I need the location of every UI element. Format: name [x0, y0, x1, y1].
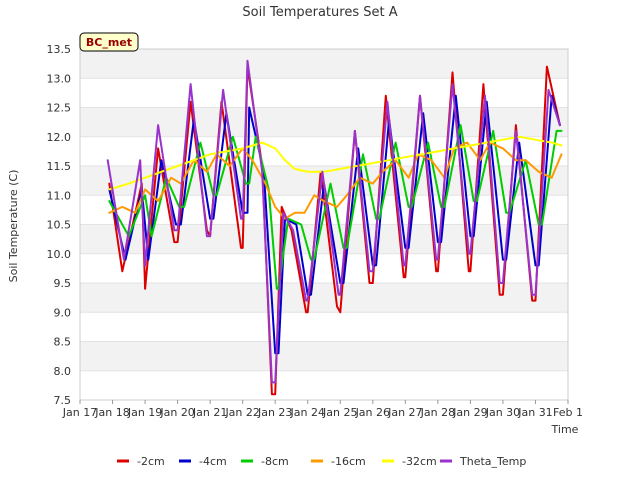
legend-item: Theta_Temp — [440, 455, 526, 468]
series-line-thetatemp — [106, 59, 561, 384]
x-tick-label: Jan 26 — [355, 406, 390, 419]
legend-item: -8cm — [241, 455, 289, 468]
legend-label: -8cm — [261, 455, 289, 468]
x-tick-label: Jan 23 — [257, 406, 292, 419]
x-tick-label: Jan 22 — [224, 406, 259, 419]
grid-band — [80, 283, 568, 313]
y-tick-labels: 7.5 8.0 8.5 9.0 9.5 10.0 10.5 11.0 11.5 12.0 12.5 1… — [47, 43, 72, 407]
series-layer — [106, 59, 563, 396]
legend-label: -4cm — [199, 455, 227, 468]
legend: -2cm -4cm -8cm -16cm -32cm Theta_Temp — [117, 455, 526, 468]
station-badge-label: BC_met — [86, 36, 132, 49]
legend-label: -16cm — [331, 455, 366, 468]
legend-label: -32cm — [402, 455, 437, 468]
x-tick-label: Jan 28 — [420, 406, 455, 419]
y-tick-label: 10.0 — [47, 248, 72, 261]
y-tick-label: 7.5 — [54, 394, 72, 407]
x-axis-label: Time — [551, 423, 579, 436]
series-line-32cm — [108, 135, 563, 191]
x-tick-label: Jan 21 — [192, 406, 227, 419]
station-badge-box — [79, 32, 139, 52]
x-tick-label: Jan 30 — [485, 406, 520, 419]
x-tick-label: Jan 31 — [517, 406, 552, 419]
x-tick-label: Jan 20 — [159, 406, 194, 419]
chart-title: Soil Temperatures Set A — [242, 5, 397, 20]
x-tick-label: Jan 25 — [322, 406, 357, 419]
grid-band — [80, 341, 568, 371]
legend-item: -2cm — [117, 455, 165, 468]
x-tick-label: Jan 27 — [387, 406, 422, 419]
x-tick-label: Jan 19 — [127, 406, 162, 419]
y-tick-label: 9.5 — [54, 277, 72, 290]
plot-frame — [79, 48, 569, 401]
y-tick-label: 12.0 — [47, 131, 72, 144]
series-line-16cm — [108, 141, 563, 220]
y-tick-label: 11.5 — [47, 160, 72, 173]
grid-band — [80, 107, 568, 137]
x-tick-label: Jan 24 — [290, 406, 325, 419]
x-tick-label: Jan 18 — [94, 406, 129, 419]
y-tick-label: 11.0 — [47, 189, 72, 202]
grid-band — [80, 224, 568, 254]
y-tick-label: 13.0 — [47, 72, 72, 85]
legend-item: -4cm — [179, 455, 227, 468]
station-badge: BC_met — [79, 32, 139, 52]
legend-label: Theta_Temp — [459, 455, 526, 468]
y-tick-label: 13.5 — [47, 43, 72, 56]
y-tick-label: 12.5 — [47, 102, 72, 115]
x-tick-label: Jan 17 — [62, 406, 97, 419]
legend-item: -16cm — [311, 455, 366, 468]
y-tick-label: 8.0 — [54, 365, 72, 378]
legend-item: -32cm — [382, 455, 437, 468]
y-tick-label: 9.0 — [54, 306, 72, 319]
grid-band — [80, 49, 568, 79]
x-tick-label: Jan 29 — [452, 406, 487, 419]
legend-label: -2cm — [137, 455, 165, 468]
y-tick-label: 10.5 — [47, 219, 72, 232]
x-tick-label: Feb 1 — [553, 406, 583, 419]
y-tick-label: 8.5 — [54, 336, 72, 349]
y-axis-label: Soil Temperature (C) — [7, 170, 20, 283]
